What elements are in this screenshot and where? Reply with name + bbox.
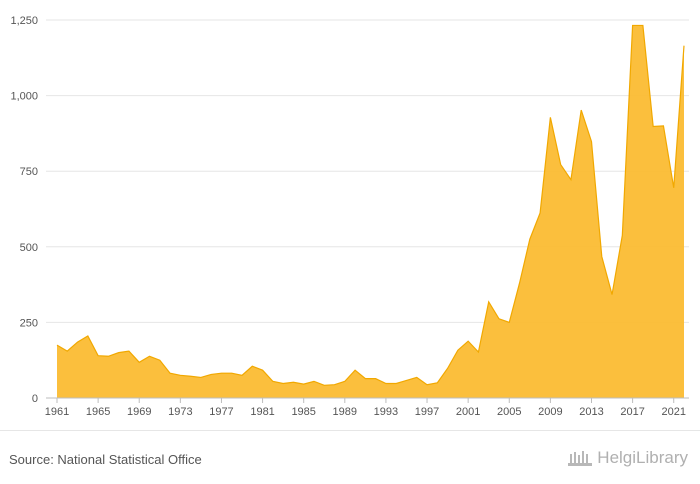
y-tick-label: 1,000 (10, 91, 38, 103)
library-building-icon (568, 451, 593, 466)
brand-logo[interactable]: HelgiLibrary (567, 448, 688, 468)
series-line (56, 24, 685, 386)
source-note: Source: National Statistical Office (9, 452, 202, 467)
x-tick-label: 1989 (333, 406, 357, 418)
x-tick-label: 2009 (538, 406, 562, 418)
brand-name: HelgiLibrary (597, 448, 688, 467)
x-tick-label: 1961 (45, 406, 69, 418)
x-tick-label: 1969 (127, 406, 151, 418)
y-tick-label: 1,250 (10, 15, 38, 27)
x-tick-label: 2021 (661, 406, 685, 418)
x-tick-label: 1965 (86, 406, 110, 418)
series-fill (57, 25, 684, 398)
y-tick-label: 0 (32, 393, 38, 405)
chart-area: 0 250 500 750 1,000 1,250 1961 1965 1969 1973 197… (10, 15, 689, 418)
x-tick-label: 1977 (209, 406, 233, 418)
x-tick-label: 1985 (291, 406, 315, 418)
x-tick-label: 2001 (456, 406, 480, 418)
x-axis-ticks: 1961 1965 1969 1973 1977 1981 1985 1989 1993 1997… (45, 398, 686, 418)
x-tick-label: 2005 (497, 406, 521, 418)
y-tick-label: 750 (20, 166, 38, 178)
x-tick-label: 1993 (374, 406, 398, 418)
series-area (56, 24, 685, 398)
x-tick-label: 1981 (250, 406, 274, 418)
y-axis-ticks: 0 250 500 750 1,000 1,250 (10, 15, 38, 405)
x-tick-label: 1973 (168, 406, 192, 418)
x-tick-label: 1997 (415, 406, 439, 418)
x-tick-label: 2013 (579, 406, 603, 418)
chart-footer: Source: National Statistical Office Helg… (0, 430, 700, 484)
x-tick-label: 2017 (620, 406, 644, 418)
y-tick-label: 500 (20, 242, 38, 254)
area-chart: 0 250 500 750 1,000 1,250 1961 1965 1969 1973 197… (10, 15, 689, 418)
y-tick-label: 250 (20, 317, 38, 329)
